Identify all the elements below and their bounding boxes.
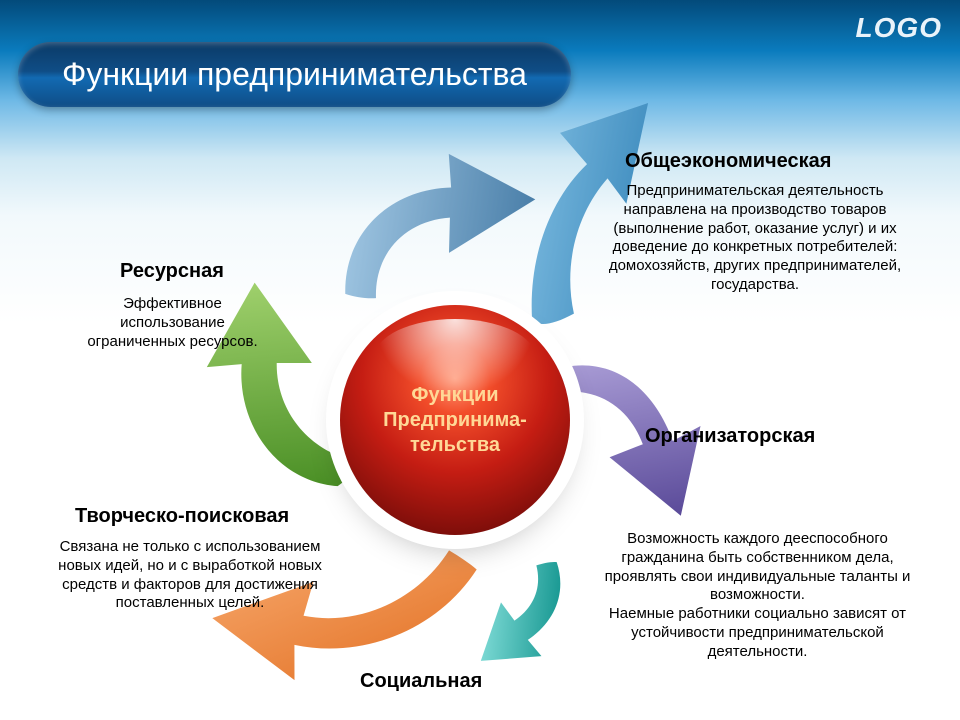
slide: LOGO Функции предпринимательства Функции… xyxy=(0,0,960,720)
resource-body: Эффективное использование ограниченных р… xyxy=(85,295,260,351)
economic-body: Предпринимательская деятельность направл… xyxy=(595,182,915,295)
slide-title: Функции предпринимательства xyxy=(18,42,571,107)
center-orb: Функции Предпринима- тельства xyxy=(340,305,570,535)
social-heading: Социальная xyxy=(360,670,482,693)
center-label: Функции Предпринима- тельства xyxy=(340,383,570,458)
arrow-social-small xyxy=(481,556,563,667)
resource-heading: Ресурсная xyxy=(120,260,224,283)
arrow-resource xyxy=(344,142,540,320)
economic-heading: Общеэкономическая xyxy=(625,150,831,173)
org-body: Возможность каждого дееспособного гражда… xyxy=(585,530,930,661)
creative-heading: Творческо-поисковая xyxy=(75,505,289,528)
creative-body: Связана не только с использованием новых… xyxy=(55,538,325,613)
logo-text: LOGO xyxy=(856,12,942,44)
org-heading: Организаторская xyxy=(645,425,815,448)
